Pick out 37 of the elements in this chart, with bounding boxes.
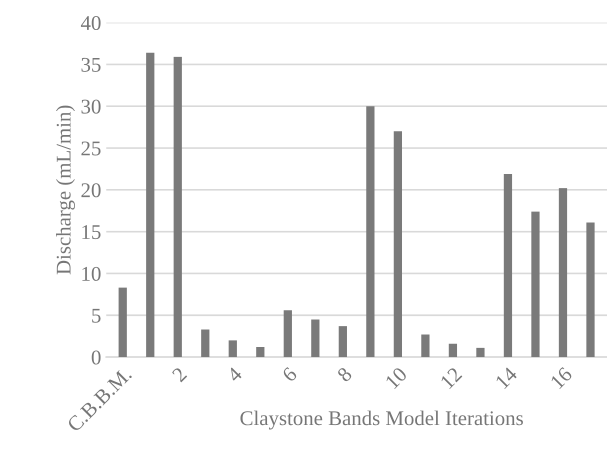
bar: [311, 319, 320, 358]
bar: [338, 326, 347, 358]
x-tick-label: 6: [282, 366, 298, 383]
bar: [476, 348, 485, 358]
bar: [284, 310, 292, 358]
bar: [558, 188, 568, 358]
y-tick-label: 10: [82, 266, 101, 281]
y-axis-title: Discharge (mL/min): [56, 106, 75, 274]
y-tick-label: 15: [82, 225, 101, 240]
y-tick-label: 20: [81, 183, 101, 198]
x-tick-label: 14: [495, 366, 518, 390]
y-tick-label: 30: [82, 100, 101, 114]
bar: [118, 288, 127, 358]
y-tick-label: 5: [92, 308, 101, 323]
bar: [146, 52, 154, 358]
x-tick-label: 16: [550, 366, 573, 390]
bar: [228, 340, 237, 358]
bar: [448, 344, 458, 358]
bar: [531, 212, 540, 358]
bar: [174, 56, 182, 358]
y-tick-label: 0: [92, 350, 101, 365]
x-tick-label: 8: [336, 366, 353, 383]
x-axis-title: Claystone Bands Model Iterations: [240, 410, 523, 430]
x-tick-label: 2: [172, 366, 188, 382]
bar: [201, 329, 210, 358]
x-tick-label: 12: [440, 366, 462, 390]
bar: [586, 222, 595, 358]
y-tick-label: 40: [80, 16, 101, 30]
bar: [421, 334, 430, 358]
bar: [394, 131, 402, 358]
x-tick-label: 10: [384, 366, 408, 390]
bar: [256, 347, 264, 358]
y-tick-label: 35: [82, 58, 101, 72]
y-tick-label: 25: [81, 141, 101, 156]
bar: [366, 106, 374, 358]
bar: [504, 174, 512, 358]
x-tick-label: 4: [226, 366, 243, 383]
